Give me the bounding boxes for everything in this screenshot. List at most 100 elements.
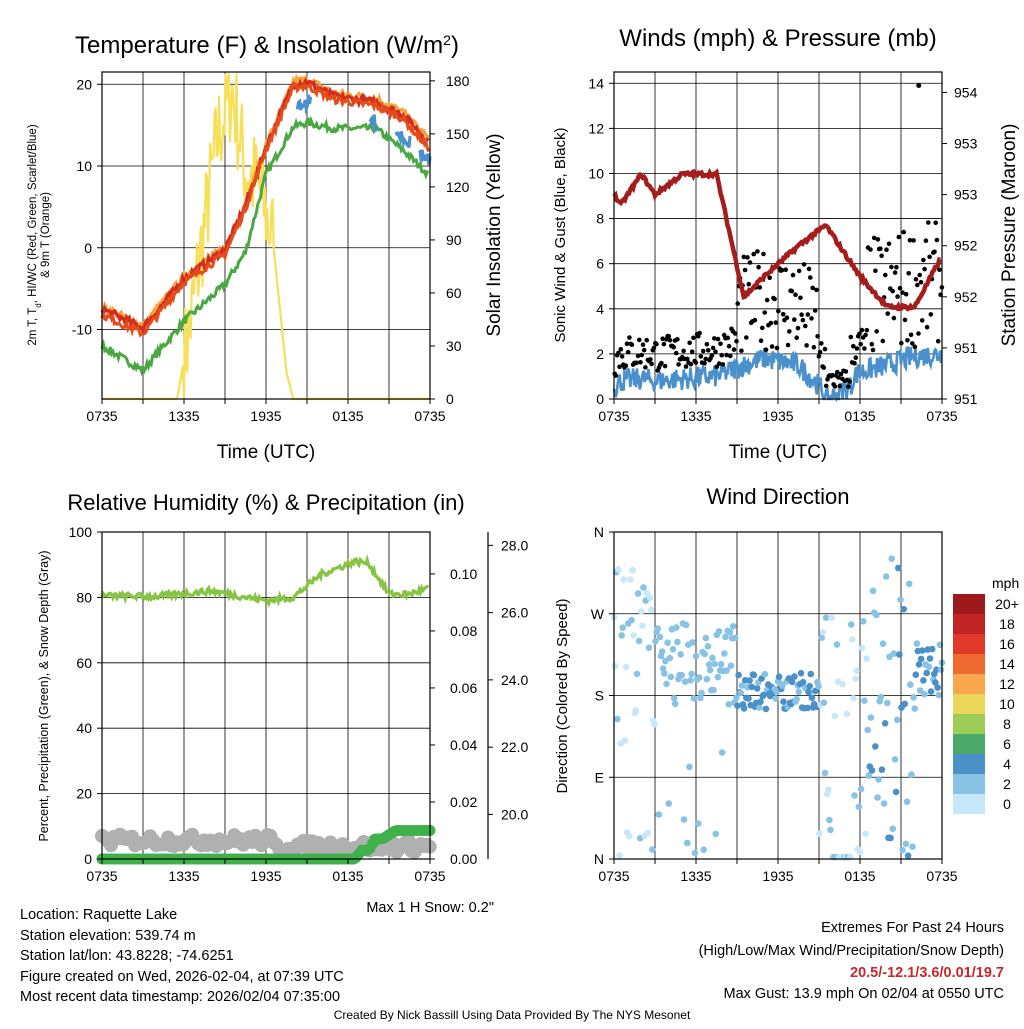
gust-point	[793, 292, 798, 298]
direction-point	[654, 625, 661, 632]
direction-point	[849, 636, 856, 643]
gust-point	[731, 347, 737, 352]
direction-point	[904, 852, 912, 859]
snow-ytick-label: 26.0	[501, 605, 528, 621]
direction-point	[626, 832, 633, 840]
gust-point	[803, 323, 808, 329]
gust-point	[691, 335, 696, 341]
direction-point	[937, 666, 945, 673]
gust-point	[799, 312, 804, 318]
direction-point	[622, 663, 630, 671]
gust-point	[617, 364, 622, 370]
gust-point	[709, 353, 715, 358]
gust-point	[714, 364, 720, 370]
direction-point	[867, 714, 875, 721]
direction-point	[678, 671, 686, 679]
pressure-ytick-label: 954	[954, 84, 978, 100]
gust-point	[838, 371, 844, 377]
legend-label: 14	[999, 656, 1015, 672]
gust-point	[821, 365, 827, 370]
gust-point	[907, 237, 913, 243]
pressure-ylabel: Station Pressure (Maroon)	[999, 124, 1020, 347]
gust-point	[774, 345, 780, 351]
direction-xtick-label: 1935	[762, 868, 793, 884]
direction-point	[888, 555, 895, 562]
direction-point	[700, 846, 707, 853]
direction-point	[690, 695, 698, 702]
direction-point	[696, 674, 703, 681]
gust-point	[725, 335, 731, 341]
extremes-info: Extremes For Past 24 Hours (High/Low/Max…	[699, 918, 1004, 1004]
direction-point	[732, 634, 739, 642]
direction-point	[863, 655, 870, 662]
direction-point	[715, 628, 723, 635]
gust-point	[700, 348, 706, 354]
gust-point	[817, 349, 823, 355]
direction-point	[905, 580, 913, 588]
gust-point	[916, 331, 921, 336]
humidity-xtick-label: 1335	[168, 868, 199, 884]
gust-point	[896, 234, 902, 240]
gust-point	[792, 317, 797, 322]
gust-point	[801, 262, 807, 267]
rh-line	[100, 553, 429, 608]
direction-point	[723, 667, 730, 674]
winds-xtick-label: 1935	[762, 408, 793, 424]
solar-ytick-label: 150	[446, 126, 470, 142]
temperature-xtick-label: 0135	[332, 408, 363, 424]
gust-point	[868, 247, 873, 252]
gust-point-max	[916, 83, 922, 89]
gust-point	[639, 352, 644, 358]
gust-point	[716, 361, 722, 366]
gust-point	[908, 332, 914, 338]
gust-point	[763, 347, 769, 353]
direction-point	[839, 680, 846, 688]
gust-point	[843, 369, 849, 374]
direction-point	[816, 830, 823, 837]
gust-point	[795, 325, 801, 331]
direction-point	[726, 628, 734, 636]
recent-timestamp: Most recent data timestamp: 2026/02/04 0…	[20, 989, 341, 1005]
gust-point	[618, 347, 624, 352]
gust-point	[735, 301, 740, 306]
direction-point	[729, 623, 737, 630]
gust-point	[710, 345, 716, 351]
gust-point	[857, 331, 862, 337]
gust-point	[734, 339, 739, 344]
direction-xtick-label: 0135	[844, 868, 875, 884]
direction-point	[649, 846, 656, 853]
direction-point	[873, 611, 880, 619]
direction-point	[717, 660, 725, 668]
gust-point	[756, 264, 761, 270]
winds-xtick-label: 0735	[926, 408, 957, 424]
gust-point	[627, 335, 632, 340]
direction-point	[670, 695, 678, 702]
direction-point	[658, 648, 666, 655]
temperature-panel: Temperature (F) & Insolation (W/m2) 0735…	[27, 32, 505, 463]
windchill-blue-segment	[394, 131, 412, 149]
pressure-line	[612, 167, 942, 312]
direction-point	[775, 673, 783, 680]
snow-ytick-label: 22.0	[501, 739, 528, 755]
direction-point	[884, 699, 891, 707]
legend-label: 12	[999, 676, 1015, 692]
gust-point	[634, 360, 640, 366]
direction-point	[614, 715, 621, 723]
direction-point	[912, 671, 920, 678]
direction-point	[734, 702, 741, 710]
gust-point	[758, 338, 764, 344]
direction-xtick-label: 0735	[598, 868, 629, 884]
gust-point	[853, 355, 859, 361]
humidity-xtick-label: 0735	[414, 868, 445, 884]
gust-point	[643, 365, 648, 370]
direction-point	[877, 693, 885, 701]
gust-point	[744, 335, 749, 340]
direction-point	[848, 621, 855, 628]
direction-point	[926, 655, 934, 662]
gust-point	[728, 353, 733, 359]
gust-point	[901, 229, 906, 235]
direction-point	[706, 666, 714, 674]
pressure-ytick-label: 951	[954, 340, 978, 356]
gust-point	[809, 316, 814, 321]
gust-point	[913, 277, 919, 282]
